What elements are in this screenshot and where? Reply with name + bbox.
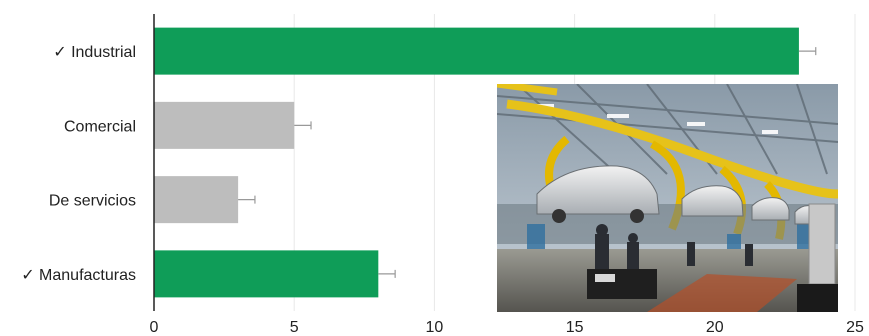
bars xyxy=(154,27,817,298)
bar xyxy=(154,176,239,224)
x-tick-labels: 0 5 10 15 20 25 xyxy=(150,319,864,336)
bar xyxy=(154,27,799,75)
category-label: ✓ Industrial xyxy=(53,44,136,61)
assembly-line-photo xyxy=(497,84,838,312)
category-labels: ✓ Industrial Comercial De servicios ✓ Manuf… xyxy=(21,44,136,284)
x-tick-label: 20 xyxy=(706,319,724,336)
bar xyxy=(154,101,295,149)
category-label: Comercial xyxy=(64,118,136,135)
assembly-line-illustration xyxy=(497,84,838,312)
x-tick-label: 0 xyxy=(150,319,159,336)
x-tick-label: 5 xyxy=(290,319,299,336)
category-label: ✓ Manufacturas xyxy=(21,267,136,284)
x-tick-label: 10 xyxy=(426,319,444,336)
x-tick-label: 25 xyxy=(846,319,864,336)
x-tick-label: 15 xyxy=(566,319,584,336)
bar xyxy=(154,250,379,298)
category-label: De servicios xyxy=(49,193,136,210)
